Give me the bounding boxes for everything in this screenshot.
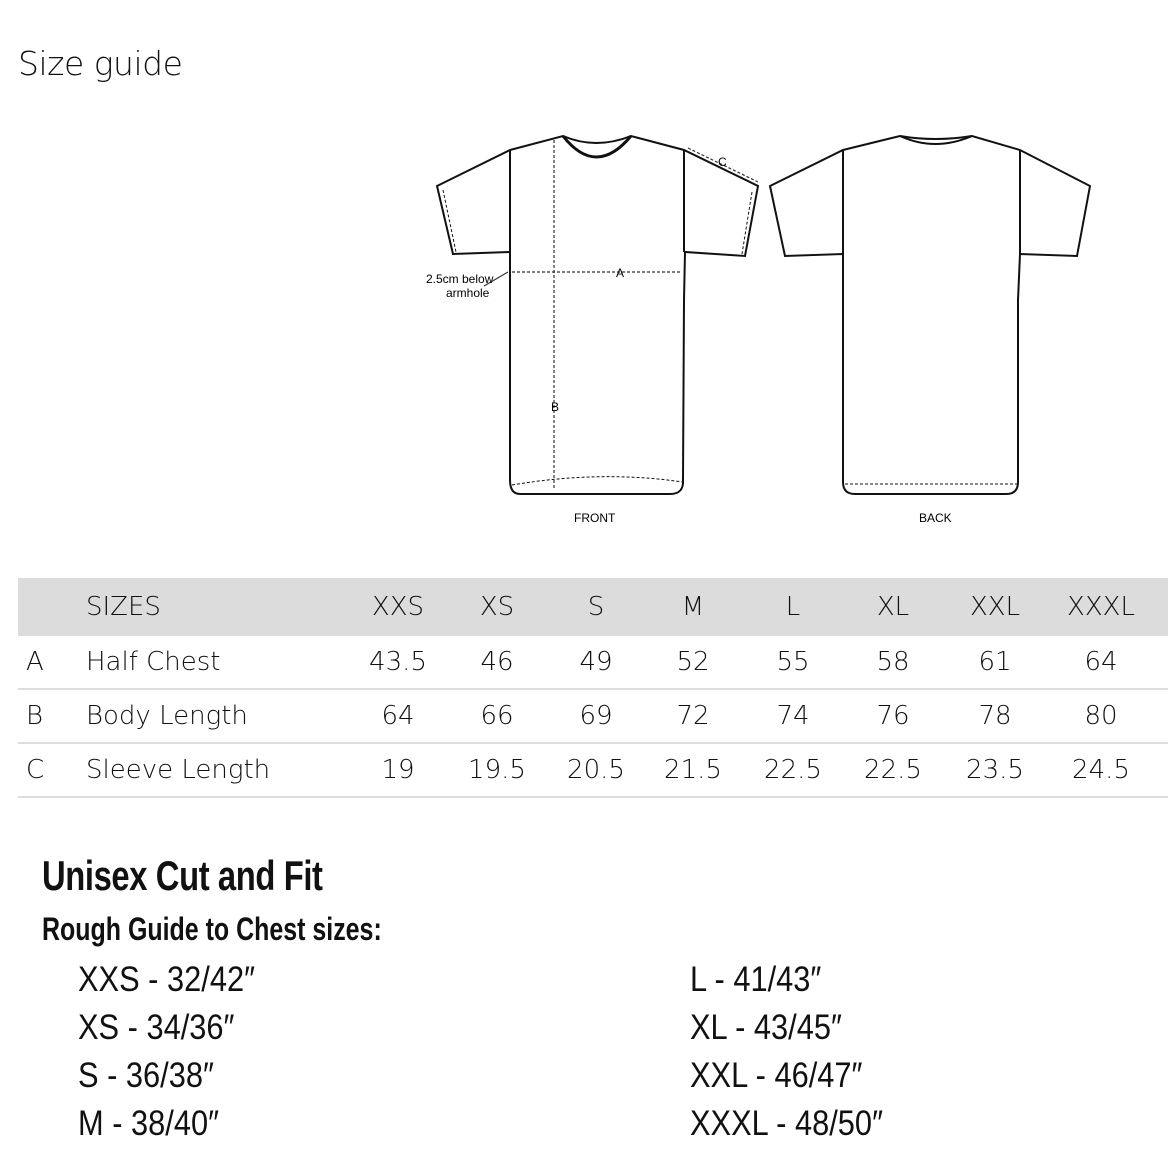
size-header: M <box>681 592 705 622</box>
chest-guide-item: L - 41/43″ <box>690 960 822 999</box>
table-cell: 55 <box>776 647 810 677</box>
table-cell: 52 <box>676 647 710 677</box>
table-cell: 61 <box>978 647 1012 677</box>
table-row: A Half Chest 43.5 46 49 52 55 58 61 64 <box>18 636 1168 690</box>
table-cell: 64 <box>381 701 415 731</box>
size-header: XXXL <box>1067 592 1135 622</box>
size-header: XS <box>479 592 515 622</box>
table-cell: 80 <box>1084 701 1118 731</box>
row-name: Half Chest <box>86 647 221 677</box>
size-header: XXL <box>969 592 1021 622</box>
size-header: S <box>587 592 605 622</box>
table-cell: 19 <box>381 755 415 785</box>
measure-b-label: B <box>551 400 559 414</box>
table-cell: 21.5 <box>664 755 722 785</box>
table-cell: 72 <box>676 701 710 731</box>
table-row: B Body Length 64 66 69 72 74 76 78 80 <box>18 690 1168 744</box>
table-cell: 64 <box>1084 647 1118 677</box>
row-key: C <box>26 755 45 785</box>
size-header: XL <box>876 592 910 622</box>
sizes-header: SIZES <box>86 592 161 622</box>
armhole-note-2: armhole <box>446 286 490 300</box>
chest-guide-item: XS - 34/36″ <box>78 1008 235 1047</box>
front-tshirt <box>435 134 760 495</box>
chest-guide-item: XL - 43/45″ <box>690 1008 842 1047</box>
row-key: B <box>26 701 44 731</box>
table-cell: 69 <box>579 701 613 731</box>
table-cell: 19.5 <box>468 755 526 785</box>
fit-heading: Unisex Cut and Fit <box>42 852 323 899</box>
table-cell: 78 <box>978 701 1012 731</box>
table-cell: 58 <box>876 647 910 677</box>
chest-guide-item: S - 36/38″ <box>78 1056 214 1095</box>
table-cell: 66 <box>480 701 514 731</box>
table-cell: 46 <box>480 647 514 677</box>
table-cell: 76 <box>876 701 910 731</box>
back-tshirt <box>768 134 1092 495</box>
size-header: L <box>785 592 801 622</box>
size-header: XXS <box>371 592 425 622</box>
row-name: Sleeve Length <box>86 755 271 785</box>
size-table: SIZES XXS XS S M L XL XXL XXXL A Half Ch… <box>18 578 1168 798</box>
fit-subheading: Rough Guide to Chest sizes: <box>42 911 382 947</box>
table-cell: 23.5 <box>966 755 1024 785</box>
row-name: Body Length <box>86 701 248 731</box>
table-row: C Sleeve Length 19 19.5 20.5 21.5 22.5 22.5 23.… <box>18 744 1168 798</box>
table-cell: 43.5 <box>369 647 427 677</box>
chest-guide-item: XXXL - 48/50″ <box>690 1104 883 1143</box>
measurement-lines <box>483 140 759 490</box>
chest-guide-item: M - 38/40″ <box>78 1104 220 1143</box>
tshirt-diagram: A B C 2.5cm below armhole FRONT BACK <box>426 134 1092 525</box>
table-cell: 20.5 <box>567 755 625 785</box>
back-label: BACK <box>919 511 952 525</box>
table-cell: 24.5 <box>1072 755 1130 785</box>
chest-guide-item: XXL - 46/47″ <box>690 1056 863 1095</box>
chest-guide-item: XXS - 32/42″ <box>78 960 255 999</box>
page-title: Size guide <box>18 44 183 83</box>
measure-c-label: C <box>718 155 727 169</box>
measure-a-label: A <box>616 266 624 280</box>
table-cell: 74 <box>776 701 810 731</box>
row-key: A <box>26 647 44 677</box>
table-header: SIZES XXS XS S M L XL XXL XXXL <box>18 578 1168 636</box>
armhole-note: 2.5cm below <box>426 272 494 286</box>
front-label: FRONT <box>574 511 616 525</box>
table-cell: 49 <box>579 647 613 677</box>
table-cell: 22.5 <box>864 755 922 785</box>
table-cell: 22.5 <box>764 755 822 785</box>
